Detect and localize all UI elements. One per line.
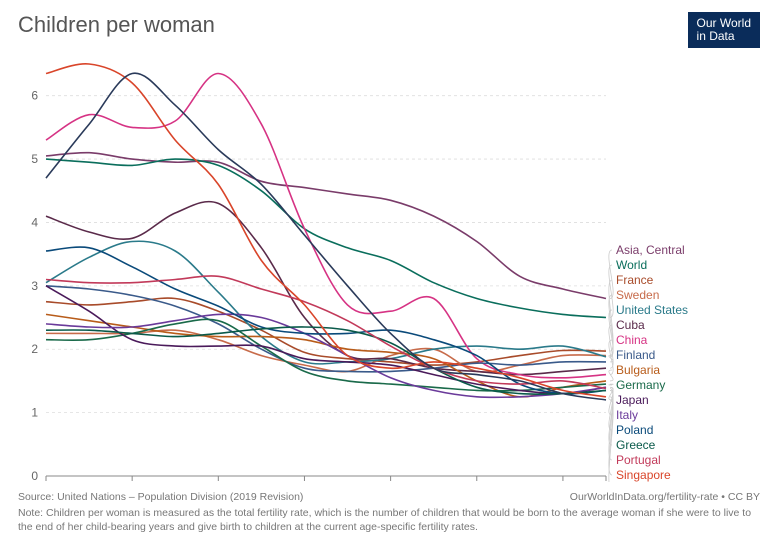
- chart-svg: 012345619501960197019801990200020102015A…: [18, 50, 756, 482]
- chart-plot-area: 012345619501960197019801990200020102015A…: [18, 50, 756, 482]
- svg-text:Cuba: Cuba: [616, 318, 645, 332]
- svg-text:China: China: [616, 333, 648, 347]
- svg-text:6: 6: [31, 89, 38, 103]
- attribution-text: OurWorldInData.org/fertility-rate • CC B…: [570, 490, 760, 504]
- svg-text:Singapore: Singapore: [616, 468, 671, 482]
- svg-text:Finland: Finland: [616, 348, 655, 362]
- chart-container: Children per woman Our World in Data 0 1 2…: [0, 0, 775, 545]
- svg-text:Italy: Italy: [616, 408, 638, 422]
- svg-text:United States: United States: [616, 303, 688, 317]
- svg-text:3: 3: [31, 279, 38, 293]
- source-text: Source: United Nations – Population Divi…: [18, 491, 303, 503]
- svg-text:Bulgaria: Bulgaria: [616, 363, 660, 377]
- chart-footer: Source: United Nations – Population Divi…: [18, 490, 760, 535]
- svg-text:1: 1: [31, 406, 38, 420]
- svg-text:Poland: Poland: [616, 423, 653, 437]
- chart-title: Children per woman: [18, 12, 215, 38]
- svg-text:Germany: Germany: [616, 378, 665, 392]
- owid-logo: Our World in Data: [688, 12, 760, 48]
- svg-text:France: France: [616, 273, 654, 287]
- svg-text:World: World: [616, 258, 647, 272]
- svg-text:Portugal: Portugal: [616, 453, 661, 467]
- svg-text:Sweden: Sweden: [616, 288, 659, 302]
- svg-text:Greece: Greece: [616, 438, 656, 452]
- svg-text:2: 2: [31, 342, 38, 356]
- svg-text:0: 0: [31, 469, 38, 482]
- svg-text:4: 4: [31, 215, 38, 229]
- note-text: Note: Children per woman is measured as …: [18, 506, 760, 534]
- svg-text:Japan: Japan: [616, 393, 649, 407]
- svg-text:5: 5: [31, 152, 38, 166]
- svg-text:Asia, Central: Asia, Central: [616, 243, 685, 257]
